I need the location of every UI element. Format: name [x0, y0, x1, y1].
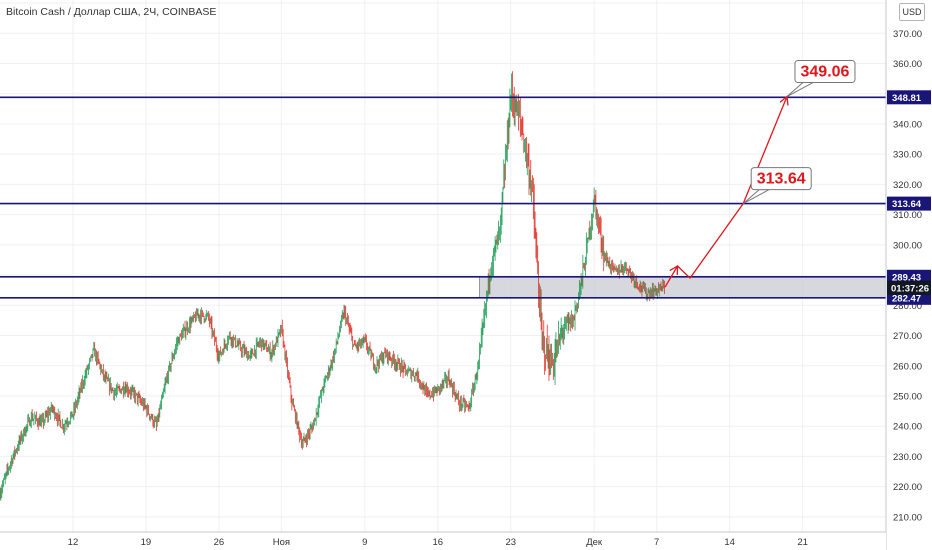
level-badge-label: 282.47: [892, 293, 921, 304]
price-tick-label: 280.00: [893, 301, 922, 312]
price-tick-label: 260.00: [893, 361, 922, 372]
price-tick-label: 300.00: [893, 240, 922, 251]
level-badge-label: 313.64: [892, 199, 922, 210]
time-tick-label: 19: [141, 537, 152, 548]
price-tick-label: 240.00: [893, 422, 922, 433]
callout-box: [794, 60, 856, 84]
price-tick-label: 330.00: [893, 150, 922, 161]
projection-arrowhead: [669, 264, 679, 276]
time-axis-background: [0, 532, 886, 550]
price-tick-label: 360.00: [893, 59, 922, 70]
time-tick-label: 16: [432, 537, 443, 548]
price-tick-label: 250.00: [893, 391, 922, 402]
current-price-timer: 01:37:26: [891, 283, 929, 294]
level-badge-label: 289.43: [892, 272, 921, 283]
price-tick-label: 270.00: [893, 331, 922, 342]
price-callouts[interactable]: 313.64 349.06: [742, 60, 856, 205]
price-axis[interactable]: 210.00 220.00 230.00 240.00 250.00 260.00 270.…: [885, 0, 932, 550]
chart-title: Bitcoin Cash / Доллар США, 2Ч, COINBASE: [6, 6, 216, 18]
price-tick-label: 320.00: [893, 180, 922, 191]
price-callout[interactable]: 349.06: [786, 60, 856, 97]
time-axis[interactable]: 12 19 26 Ноя 9 16 23 Дек 7 14 21: [0, 531, 886, 550]
time-tick-label: Ноя: [273, 537, 290, 548]
price-tick-label: 220.00: [893, 482, 922, 493]
level-badge: [887, 196, 931, 211]
time-tick-label: Дек: [586, 537, 603, 548]
callout-label: 349.06: [801, 64, 850, 81]
price-tick-label: 310.00: [893, 210, 922, 221]
callout-box: [750, 167, 812, 191]
time-tick-label: 14: [724, 537, 735, 548]
horizontal-levels[interactable]: [0, 96, 886, 299]
price-tick-label: 370.00: [893, 29, 922, 40]
level-badge: [887, 269, 931, 284]
time-tick-label: 7: [654, 537, 659, 548]
price-tick-label: 340.00: [893, 119, 922, 130]
price-tick-label: 210.00: [893, 512, 922, 523]
time-tick-label: 26: [214, 537, 225, 548]
level-badge-label: 348.81: [892, 93, 922, 104]
callout-label: 313.64: [757, 171, 806, 188]
currency-button[interactable]: USD: [899, 3, 925, 21]
price-tick-label: 230.00: [893, 452, 922, 463]
time-tick-label: 21: [797, 537, 808, 548]
grid: [0, 0, 886, 532]
time-tick-label: 12: [68, 537, 79, 548]
time-tick-label: 9: [362, 537, 367, 548]
current-price-badge: [887, 280, 931, 295]
time-tick-label: 23: [505, 537, 516, 548]
level-badge: [887, 90, 931, 105]
price-callout[interactable]: 313.64: [742, 167, 812, 205]
